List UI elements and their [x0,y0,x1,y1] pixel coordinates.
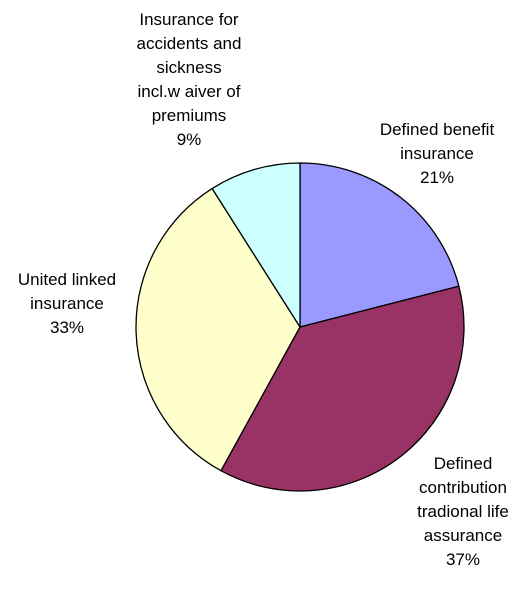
slice-percent-label: 9% [176,130,202,149]
slice-label-line: contribution [419,478,507,497]
slice-label-line: incl.w aiver of [137,82,241,101]
slice-label-line: accidents and [136,34,242,53]
pie-slice-united-linked [135,187,301,472]
slice-label-line: insurance [400,144,474,163]
slice-label-line: Defined [433,454,493,473]
slice-label-united-linked: United linked insurance 33% [18,268,116,340]
slice-percent-label: 21% [419,168,455,187]
slice-label-line: tradional life [417,502,509,521]
slice-label-line: United linked [17,270,117,289]
pie-slice-defined-contribution [220,285,465,492]
slice-percent-label: 37% [445,550,481,569]
pie-slice-defined-benefit [299,162,460,328]
slice-percent-label: 33% [49,318,85,337]
slice-label-line: sickness [156,58,222,77]
slice-label-line: Insurance for [139,10,239,29]
slice-label-line: premiums [151,106,227,125]
slice-label-defined-contribution: Defined contribution tradional life assu… [417,452,509,572]
slice-label-line: insurance [30,294,104,313]
slice-label-defined-benefit: Defined benefit insurance 21% [380,118,494,190]
slice-label-line: Defined benefit [379,120,495,139]
slice-label-line: assurance [423,526,503,545]
slice-label-accidents-sickness: Insurance for accidents and sickness inc… [137,8,242,152]
pie-slice-accidents-sickness [211,162,301,328]
